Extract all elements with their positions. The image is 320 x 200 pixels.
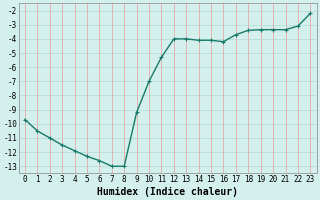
X-axis label: Humidex (Indice chaleur): Humidex (Indice chaleur): [97, 186, 238, 197]
